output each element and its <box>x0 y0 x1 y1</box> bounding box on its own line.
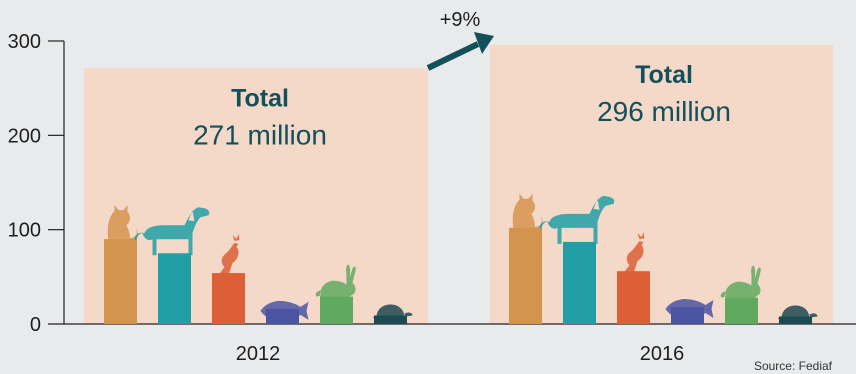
total-box-2012 <box>84 68 428 325</box>
total-box-2016 <box>490 44 833 324</box>
cat-icon-shape <box>512 193 543 230</box>
cat-icon-shape <box>107 205 138 242</box>
cat-icon <box>107 205 138 242</box>
bar-turtle-2012 <box>374 315 407 324</box>
bird-icon <box>623 232 645 274</box>
bar-cat-2012 <box>104 239 137 324</box>
bar-rabbit-2012 <box>320 296 353 324</box>
dog-icon-shape <box>134 207 210 256</box>
rabbit-icon <box>315 264 356 299</box>
source-label: Source: Fediaf <box>754 359 833 373</box>
bird-icon <box>218 234 240 276</box>
turtle-icon-shape <box>372 304 413 319</box>
rabbit-icon-shape <box>720 265 761 300</box>
y-tick-label: 100 <box>8 220 41 242</box>
total-value: 296 million <box>597 96 731 127</box>
change-label: +9% <box>440 9 481 31</box>
fish-icon-shape <box>260 300 309 321</box>
bird-icon-shape <box>623 232 645 274</box>
change-arrow-head <box>474 32 494 54</box>
y-tick-label: 300 <box>8 31 41 53</box>
y-tick-label: 200 <box>8 125 41 147</box>
animal-icons <box>107 193 818 321</box>
y-axis: 0 100 200 300 <box>8 31 856 336</box>
bar-turtle-2016 <box>779 316 812 324</box>
y-tick-label: 0 <box>30 314 41 336</box>
rabbit-icon-shape <box>315 264 356 299</box>
fish-icon <box>665 299 714 320</box>
labels: Total 271 million Total 296 million 2012 2016… <box>193 9 833 373</box>
x-tick-label: 2016 <box>640 343 685 365</box>
turtle-icon <box>777 305 818 320</box>
dog-icon <box>539 195 615 244</box>
bar-dog-2016 <box>563 241 596 324</box>
dog-icon-shape <box>539 195 615 244</box>
fish-icon-shape <box>665 299 714 320</box>
x-tick-label: 2012 <box>236 343 281 365</box>
cat-icon <box>512 193 543 230</box>
bar-cat-2016 <box>509 227 542 324</box>
bar-bird-2016 <box>617 271 650 324</box>
bar-dog-2012 <box>158 253 191 324</box>
total-value: 271 million <box>193 119 327 150</box>
total-label: Total <box>231 84 289 112</box>
fish-icon <box>260 300 309 321</box>
bars <box>104 227 812 324</box>
bar-bird-2012 <box>212 273 245 324</box>
turtle-icon-shape <box>777 305 818 320</box>
dog-icon <box>134 207 210 256</box>
turtle-icon <box>372 304 413 319</box>
rabbit-icon <box>720 265 761 300</box>
total-label: Total <box>635 61 693 89</box>
total-boxes <box>84 44 833 325</box>
bird-icon-shape <box>218 234 240 276</box>
change-arrow-line <box>426 41 480 71</box>
bar-rabbit-2016 <box>725 297 758 324</box>
change-arrow <box>426 32 494 71</box>
